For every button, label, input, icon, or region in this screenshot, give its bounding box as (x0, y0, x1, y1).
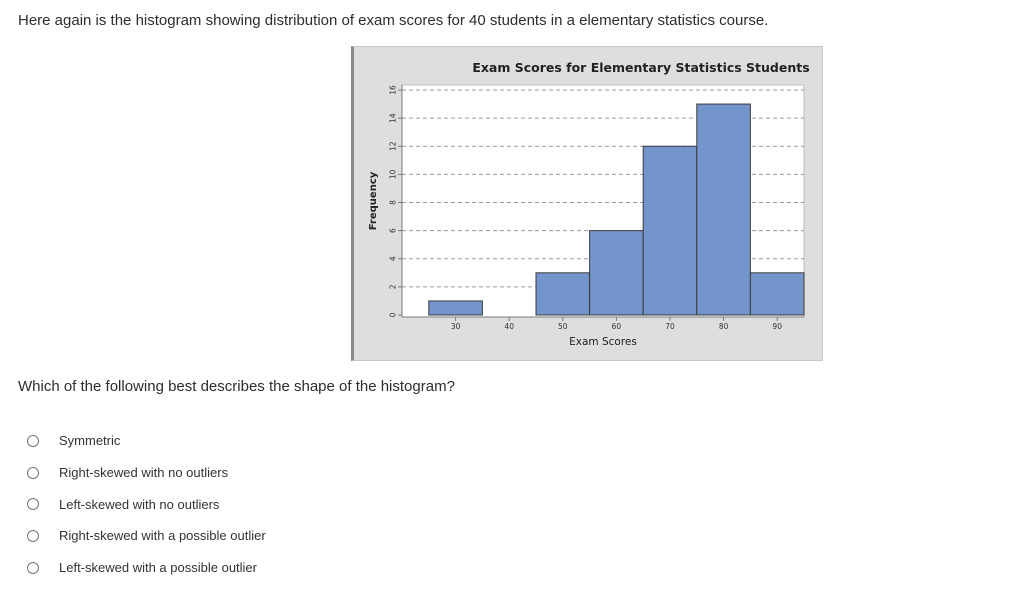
histogram-bar (696, 103, 751, 316)
y-axis-ticks: 0 2 4 6 8 10 12 14 16 (389, 85, 402, 317)
x-tick-label: 60 (612, 322, 622, 331)
y-tick-label: 2 (389, 284, 398, 289)
y-axis-label: Frequency (368, 171, 379, 230)
y-tick-label: 0 (389, 312, 398, 317)
radio-button[interactable] (27, 498, 39, 511)
y-tick-label: 10 (389, 169, 398, 179)
x-tick-label: 80 (719, 322, 729, 331)
radio-button[interactable] (27, 434, 39, 447)
option-label: Left-skewed with no outliers (59, 496, 220, 512)
histogram-bar (589, 230, 644, 316)
x-axis-label: Exam Scores (569, 336, 637, 348)
histogram-bar (428, 300, 483, 316)
option-label: Symmetric (59, 433, 121, 449)
option-label: Right-skewed with a possible outlier (59, 528, 266, 544)
y-tick-label: 12 (389, 141, 398, 151)
histogram-bars (428, 103, 805, 316)
radio-button[interactable] (27, 466, 39, 479)
histogram-bar (642, 145, 698, 316)
x-tick-label: 70 (665, 322, 675, 331)
histogram-bar (535, 272, 591, 316)
x-tick-label: 30 (451, 322, 461, 331)
option-label: Left-skewed with a possible outlier (59, 560, 257, 576)
y-tick-label: 14 (389, 113, 398, 123)
question-text: Which of the following best describes th… (18, 378, 455, 395)
histogram-bar (749, 272, 805, 316)
option-right-skewed-no-outliers[interactable]: Right-skewed with no outliers (27, 457, 266, 489)
option-label: Right-skewed with no outliers (59, 465, 229, 481)
y-tick-label: 8 (389, 200, 398, 205)
x-tick-label: 40 (504, 322, 514, 331)
option-left-skewed-no-outliers[interactable]: Left-skewed with no outliers (27, 488, 266, 520)
y-tick-label: 4 (389, 256, 398, 261)
radio-button[interactable] (27, 561, 39, 574)
radio-button[interactable] (27, 529, 39, 542)
option-symmetric[interactable]: Symmetric (27, 425, 266, 457)
x-axis-ticks: 30 40 50 60 70 80 90 (451, 317, 782, 331)
y-tick-label: 6 (389, 228, 398, 233)
option-right-skewed-possible-outlier[interactable]: Right-skewed with a possible outlier (27, 520, 266, 552)
grid-lines (402, 89, 804, 288)
intro-text: Here again is the histogram showing dist… (18, 12, 769, 29)
y-tick-label: 16 (389, 85, 398, 95)
chart-title: Exam Scores for Elementary Statistics St… (472, 60, 809, 75)
x-tick-label: 50 (558, 322, 568, 331)
histogram-chart: Exam Scores for Elementary Statistics St… (368, 60, 810, 348)
answer-options: Symmetric Right-skewed with no outliers … (27, 425, 266, 583)
option-left-skewed-possible-outlier[interactable]: Left-skewed with a possible outlier (27, 552, 266, 584)
x-tick-label: 90 (772, 322, 782, 331)
histogram-figure: Exam Scores for Elementary Statistics St… (351, 46, 823, 361)
